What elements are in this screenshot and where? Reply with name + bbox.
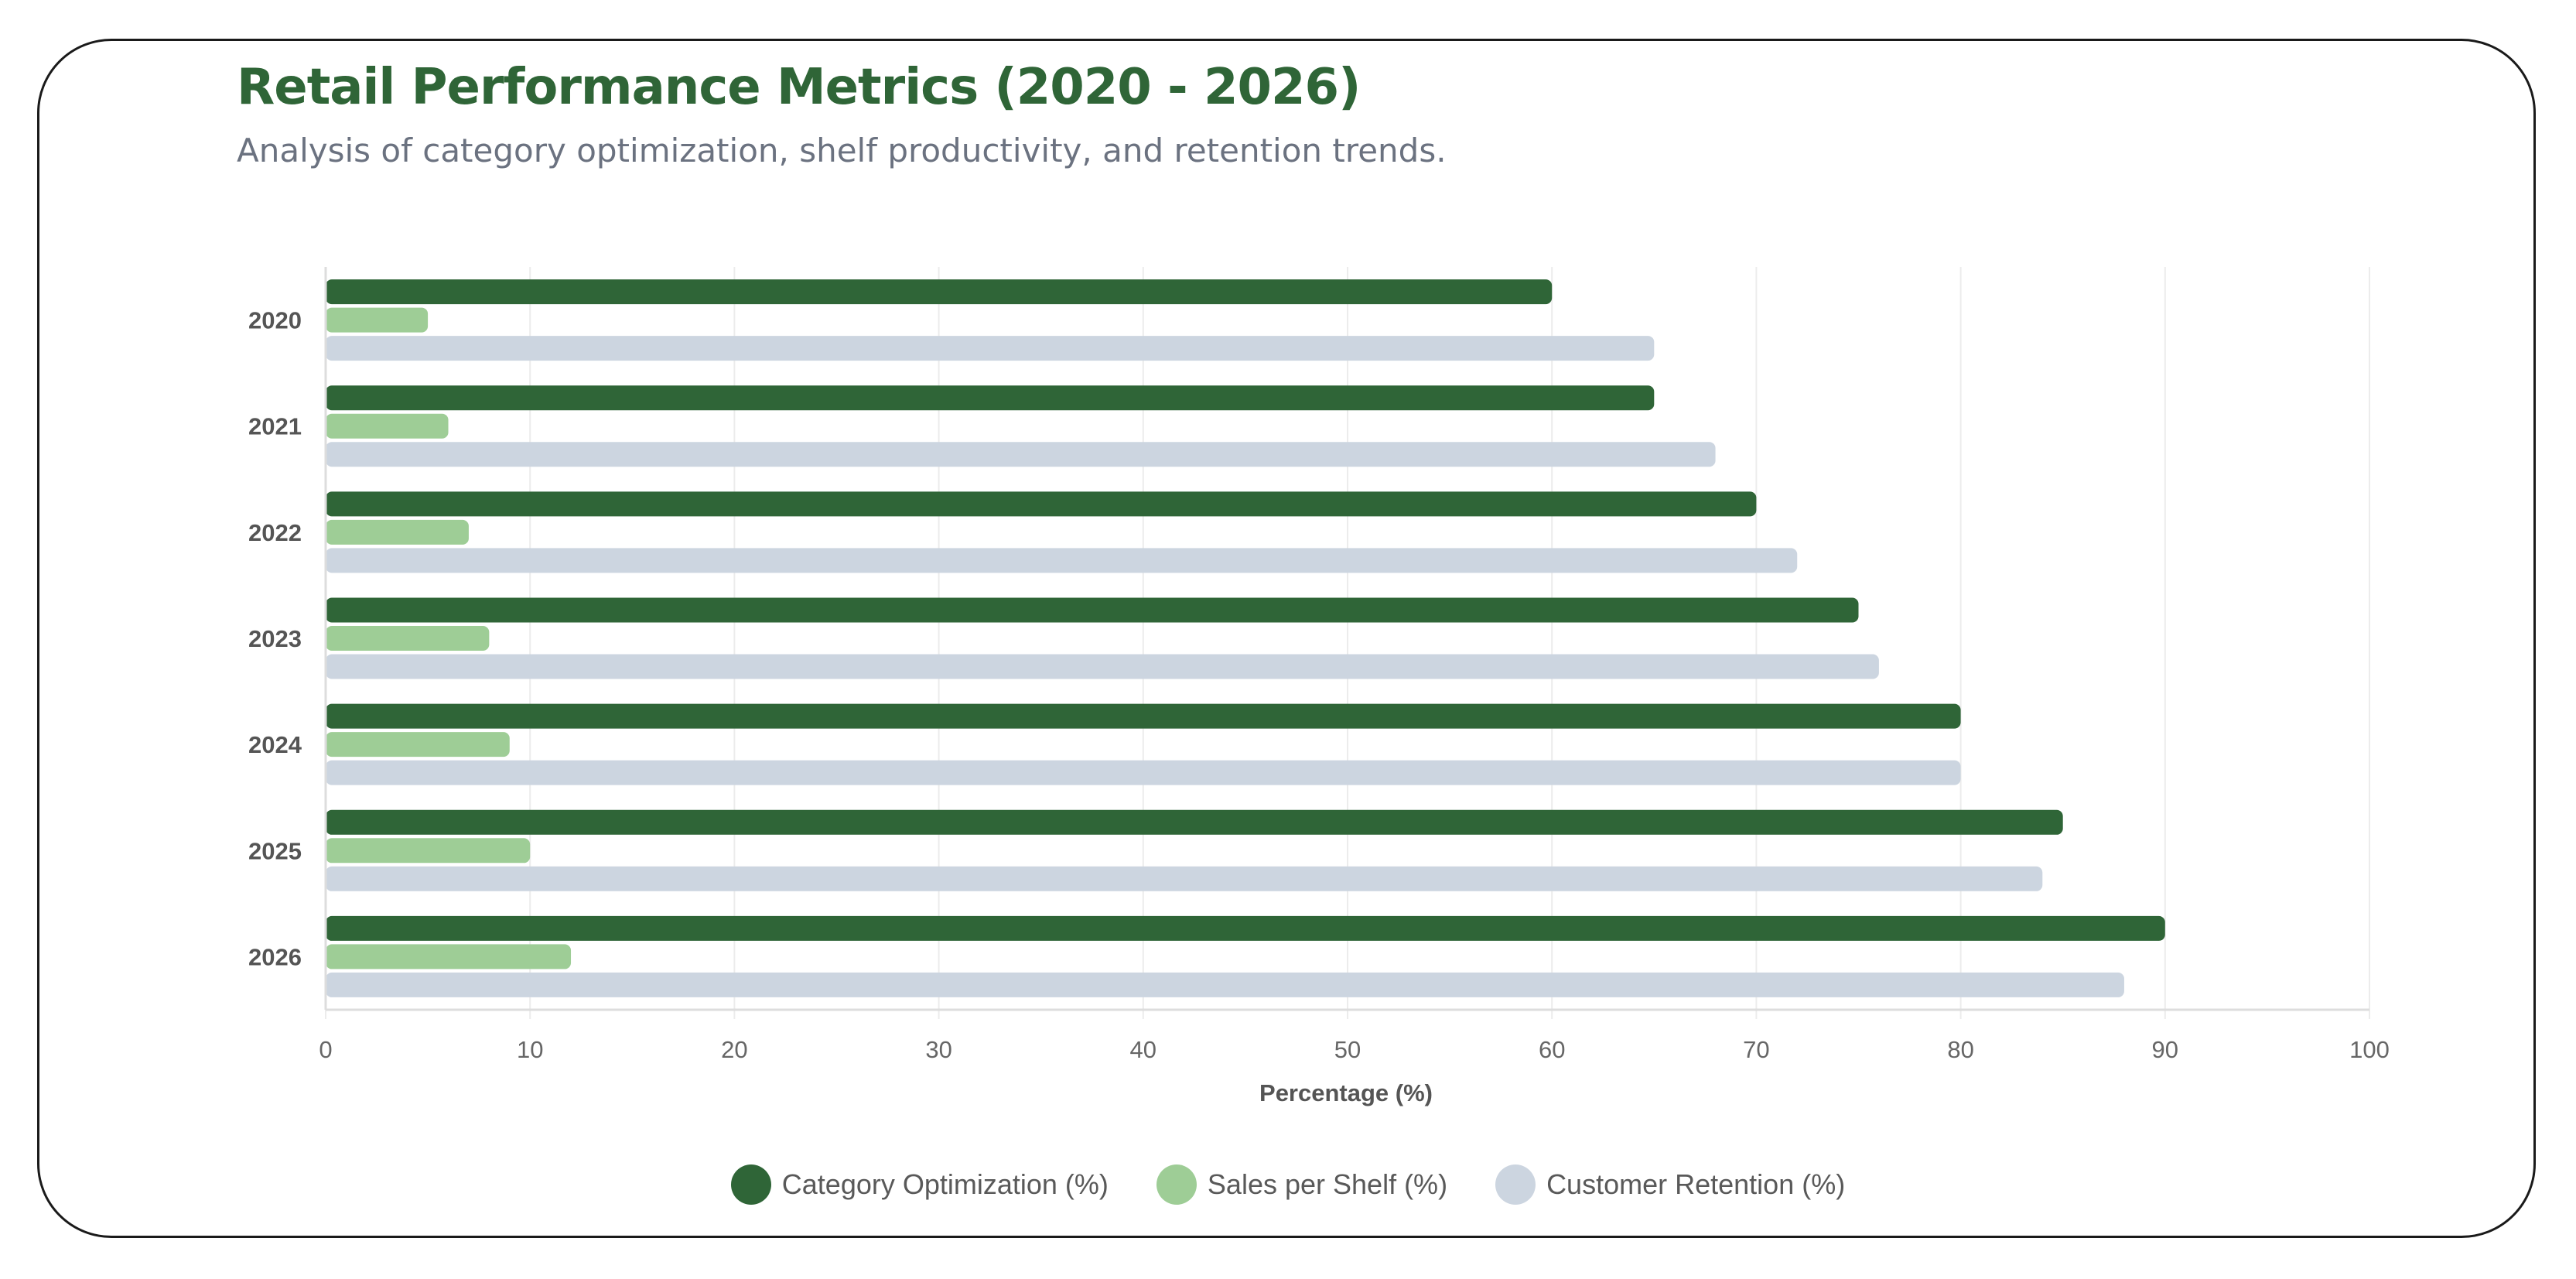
legend-item[interactable]: Sales per Shelf (%) — [1156, 1164, 1447, 1205]
y-tick-label: 2022 — [248, 519, 302, 546]
bar — [326, 972, 2124, 997]
x-tick-label: 40 — [1130, 1036, 1156, 1063]
page-title: Retail Performance Metrics (2020 - 2026) — [237, 59, 1361, 116]
y-tick-label: 2023 — [248, 625, 302, 652]
x-tick-label: 70 — [1743, 1036, 1769, 1063]
legend-item[interactable]: Category Optimization (%) — [730, 1164, 1109, 1205]
y-tick-label: 2021 — [248, 413, 302, 440]
bars-group — [326, 279, 2165, 997]
axes — [324, 267, 2369, 1011]
legend-swatch — [1156, 1164, 1197, 1205]
bar — [326, 760, 1961, 785]
y-tick-label: 2024 — [248, 731, 302, 758]
x-tick-label: 20 — [721, 1036, 747, 1063]
legend-label: Category Optimization (%) — [781, 1168, 1109, 1200]
bar — [326, 307, 429, 333]
bar — [326, 413, 449, 439]
y-tick-label: 2020 — [248, 307, 302, 334]
legend-swatch — [730, 1164, 771, 1205]
x-tick-label: 0 — [319, 1036, 332, 1063]
bar — [326, 944, 572, 970]
bar — [326, 491, 1757, 517]
x-tick-label: 80 — [1947, 1036, 1973, 1063]
tick-labels: 0 10 20 30 40 50 60 70 80 90 100 2020 2021 2022 2023 20… — [248, 307, 2390, 1063]
bar — [326, 703, 1961, 729]
x-tick-label: 10 — [517, 1036, 543, 1063]
grid-lines — [325, 267, 2370, 1019]
legend-label: Customer Retention (%) — [1546, 1168, 1846, 1200]
legend-label: Sales per Shelf (%) — [1207, 1168, 1448, 1200]
legend-swatch — [1495, 1164, 1536, 1205]
bar — [326, 519, 469, 545]
chart-legend: Category Optimization (%) Sales per Shelf… — [0, 1164, 2576, 1205]
x-tick-label: 50 — [1334, 1036, 1361, 1063]
bar — [326, 279, 1553, 305]
bar — [326, 838, 531, 863]
bar — [326, 442, 1716, 467]
bar — [326, 626, 490, 651]
y-tick-label: 2025 — [248, 837, 302, 864]
bar — [326, 548, 1798, 573]
x-tick-label: 30 — [925, 1036, 951, 1063]
legend-item[interactable]: Customer Retention (%) — [1495, 1164, 1845, 1205]
bar — [326, 385, 1655, 411]
bar — [326, 336, 1655, 361]
x-tick-label: 60 — [1539, 1036, 1565, 1063]
bar — [326, 654, 1879, 679]
y-tick-label: 2026 — [248, 943, 302, 970]
x-axis-title: Percentage (%) — [1259, 1079, 1433, 1106]
x-tick-label: 90 — [2152, 1036, 2178, 1063]
bar — [326, 597, 1859, 623]
page-subtitle: Analysis of category optimization, shelf… — [237, 132, 1447, 169]
bar — [326, 915, 2165, 941]
bar — [326, 809, 2063, 835]
bar — [326, 732, 510, 757]
bar — [326, 866, 2043, 891]
x-tick-label: 100 — [2349, 1036, 2390, 1063]
